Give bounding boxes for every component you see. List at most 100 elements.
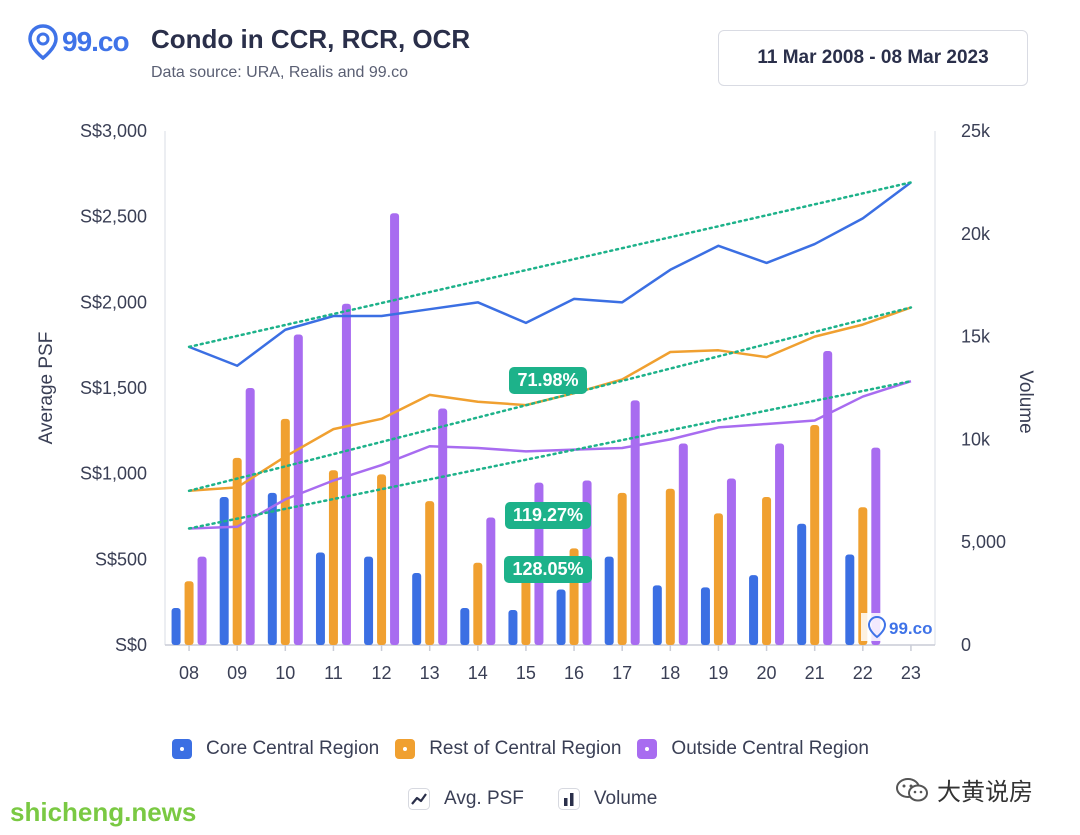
y-right-tick-label: 20k [961, 224, 991, 244]
chart-title: Condo in CCR, RCR, OCR [151, 24, 471, 54]
volume-bar [486, 517, 496, 645]
volume-bar [328, 470, 338, 645]
legend-type-label: Volume [593, 788, 658, 809]
volume-bar [665, 488, 675, 645]
chart-header: 99.co Condo in CCR, RCR, OCR Data source… [0, 0, 1080, 110]
trend-line [187, 181, 913, 349]
brand-logo: 99.co [28, 24, 130, 60]
y-left-axis-title: Average PSF [36, 332, 57, 445]
x-tick-label: 21 [805, 663, 825, 683]
y-right-axis-title: Volume [1015, 370, 1036, 433]
y-right-tick-label: 25k [961, 121, 991, 141]
volume-bar [341, 303, 351, 645]
volume-bar [219, 496, 229, 645]
volume-bar [390, 213, 400, 646]
growth-annotation: 128.05% [504, 556, 592, 584]
y-left-tick-label: S$1,500 [80, 378, 147, 398]
chart-watermark-pin-icon [867, 615, 887, 639]
x-tick-label: 18 [660, 663, 680, 683]
x-tick-label: 22 [853, 663, 873, 683]
x-tick-label: 09 [227, 663, 247, 683]
legend-type-item[interactable]: Volume [557, 788, 658, 810]
map-pin-icon [28, 24, 58, 60]
site-watermark: shicheng.news [10, 797, 197, 827]
legend-label: Outside Central Region [671, 738, 869, 759]
volume-bar [713, 513, 723, 645]
x-tick-label: 10 [275, 663, 295, 683]
date-range-button[interactable]: 11 Mar 2008 - 08 Mar 2023 [718, 30, 1028, 86]
volume-bar [726, 478, 736, 645]
y-left-tick-label: S$1,000 [80, 464, 147, 484]
volume-bar [871, 447, 881, 645]
y-left-tick-label: S$0 [115, 635, 147, 655]
volume-bar [678, 443, 688, 645]
x-tick-label: 14 [468, 663, 488, 683]
x-tick-label: 20 [757, 663, 777, 683]
legend-item[interactable]: Rest of Central Region [395, 738, 621, 760]
volume-bar [473, 562, 483, 645]
x-tick-label: 12 [372, 663, 392, 683]
series-legend: Core Central Region Rest of Central Regio… [172, 738, 885, 760]
legend-type-item[interactable]: Avg. PSF [408, 788, 524, 810]
line-chart-icon [408, 788, 430, 810]
wechat-icon [896, 777, 928, 801]
y-left-tick-label: S$2,000 [80, 292, 147, 312]
chart-watermark-text: 99.co [889, 619, 932, 638]
volume-bar [749, 575, 759, 645]
type-legend: Avg. PSF Volume [408, 788, 691, 810]
volume-bar [425, 501, 435, 645]
x-tick-label: 15 [516, 663, 536, 683]
volume-bar [521, 566, 531, 645]
volume-bar [197, 556, 207, 645]
x-tick-label: 11 [324, 663, 343, 683]
volume-bar [280, 418, 290, 645]
y-left-tick-label: S$500 [95, 549, 147, 569]
legend-label: Rest of Central Region [429, 738, 622, 759]
y-right-tick-label: 15k [961, 327, 991, 347]
volume-bar [823, 350, 833, 645]
volume-bar [775, 443, 785, 645]
legend-type-label: Avg. PSF [444, 788, 524, 809]
legend-item[interactable]: Core Central Region [172, 738, 379, 760]
volume-bar [797, 523, 807, 645]
volume-bar [438, 408, 448, 645]
y-right-tick-label: 10k [961, 429, 991, 449]
y-left-tick-label: S$3,000 [80, 121, 147, 141]
legend-item[interactable]: Outside Central Region [637, 738, 869, 760]
legend-swatch [637, 739, 658, 759]
volume-bar [630, 400, 640, 645]
x-tick-label: 08 [179, 663, 199, 683]
volume-bar [267, 492, 277, 645]
volume-bar [460, 607, 470, 645]
volume-bar [171, 607, 181, 645]
y-left-tick-label: S$2,500 [80, 207, 147, 227]
legend-label: Core Central Region [206, 738, 380, 759]
chart-canvas: S$0 S$500 S$1,000 S$1,500 S$2,000 S$2,500 S$3,… [36, 121, 1036, 683]
volume-bar [762, 496, 772, 645]
x-tick-label: 13 [420, 663, 440, 683]
volume-bar [184, 581, 194, 645]
trend-line [187, 379, 913, 530]
avg-psf-line [188, 181, 912, 367]
legend-swatch [395, 739, 416, 759]
wechat-watermark-text: 大黄说房 [937, 779, 1033, 806]
volume-bar [858, 507, 868, 645]
volume-bar [412, 573, 422, 645]
trend-line [187, 306, 913, 493]
x-tick-label: 16 [564, 663, 584, 683]
volume-bar [810, 425, 820, 645]
avg-psf-line [189, 379, 912, 530]
volume-bar [364, 556, 374, 645]
volume-bar [556, 589, 566, 645]
logo-text: 99.co [62, 26, 130, 57]
volume-bar [377, 474, 387, 645]
volume-bar [845, 554, 855, 645]
volume-bar [604, 556, 614, 645]
legend-swatch [172, 739, 192, 759]
chart-subtitle: Data source: URA, Realis and 99.co [151, 64, 409, 81]
volume-bar [508, 610, 518, 645]
x-tick-label: 23 [901, 663, 921, 683]
bar-chart-icon [557, 788, 580, 810]
volume-bar [293, 334, 303, 645]
y-right-tick-label: 5,000 [961, 532, 1006, 552]
